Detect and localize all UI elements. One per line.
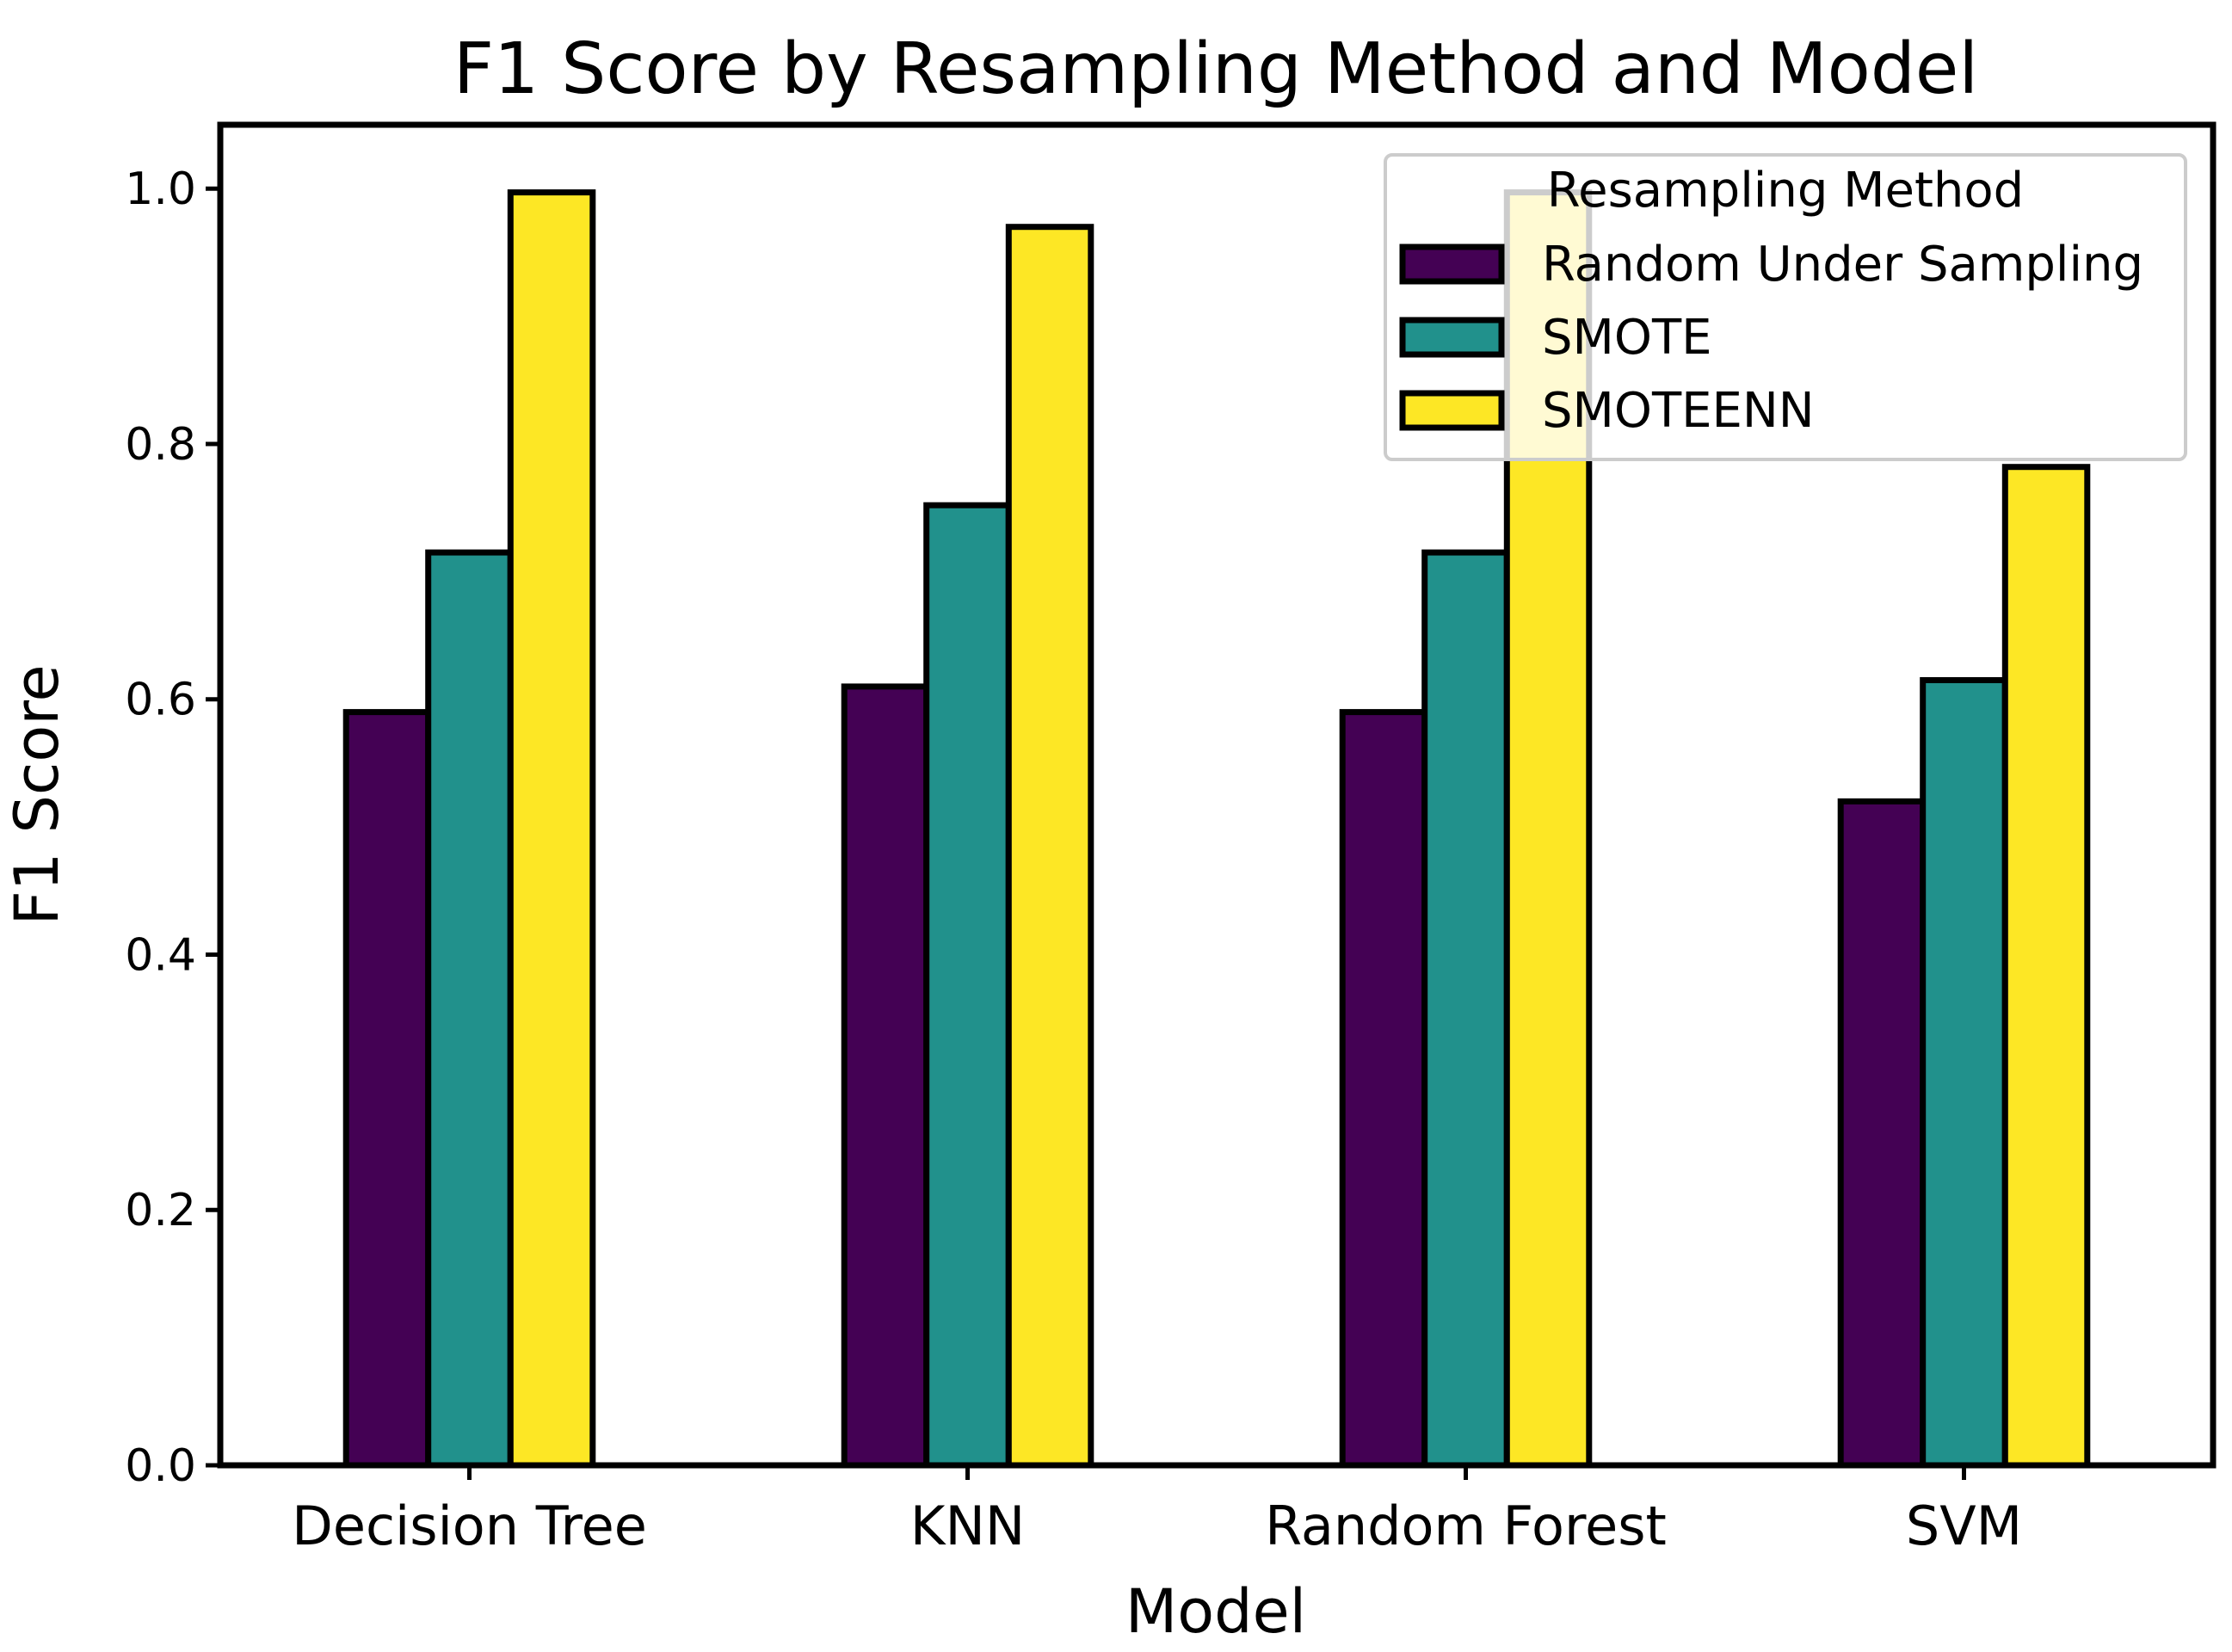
y-tick-label: 0.8 xyxy=(125,419,196,471)
y-axis-label: F1 Score xyxy=(2,664,72,925)
legend-label: SMOTE xyxy=(1542,310,1712,366)
legend-label: SMOTEENN xyxy=(1542,383,1815,439)
x-tick-label: Random Forest xyxy=(1265,1495,1667,1557)
bar-smoteenn-svm xyxy=(2001,464,2091,1469)
legend-box xyxy=(1384,153,2187,461)
legend-items: Random Under Sampling SMOTE SMOTEENN xyxy=(1399,237,2143,439)
legend-title: Resampling Method xyxy=(1547,163,2024,219)
y-tick-label: 1.0 xyxy=(125,163,196,215)
bar-smote-random-forest xyxy=(1421,549,1510,1469)
legend-swatch-smoteenn xyxy=(1399,390,1505,431)
y-tick-label: 0.4 xyxy=(125,929,196,981)
ticks-group: Decision Tree KNN Random Forest SVM 0.0 0.2 0.… xyxy=(125,163,2022,1557)
legend: Resampling Method Random Under Sampling S… xyxy=(1384,153,2187,461)
legend-swatch-random-under-sampling xyxy=(1399,243,1505,285)
chart-title: F1 Score by Resampling Method and Model xyxy=(453,28,1978,110)
y-tick-label: 0.6 xyxy=(125,675,196,726)
bar-random-under-sampling-decision-tree xyxy=(342,709,432,1469)
legend-label: Random Under Sampling xyxy=(1542,237,2143,293)
y-tick-label: 0.2 xyxy=(125,1185,196,1236)
y-tick-label: 0.0 xyxy=(125,1440,196,1492)
bar-smote-decision-tree xyxy=(425,549,514,1469)
bar-smoteenn-decision-tree xyxy=(507,189,596,1469)
x-tick-label: KNN xyxy=(910,1495,1025,1557)
bar-smote-svm xyxy=(1920,677,2008,1469)
bar-random-under-sampling-knn xyxy=(841,683,930,1469)
legend-swatch-smote xyxy=(1399,317,1505,358)
plot-area-frame xyxy=(217,121,2217,1469)
bar-smoteenn-knn xyxy=(1005,224,1094,1469)
x-tick-label: Decision Tree xyxy=(292,1495,647,1557)
x-tick-label: SVM xyxy=(1906,1495,2022,1557)
x-axis-label: Model xyxy=(1125,1576,1306,1647)
bar-random-under-sampling-random-forest xyxy=(1339,709,1428,1469)
bar-random-under-sampling-svm xyxy=(1837,798,1927,1469)
bar-smote-knn xyxy=(923,502,1012,1469)
